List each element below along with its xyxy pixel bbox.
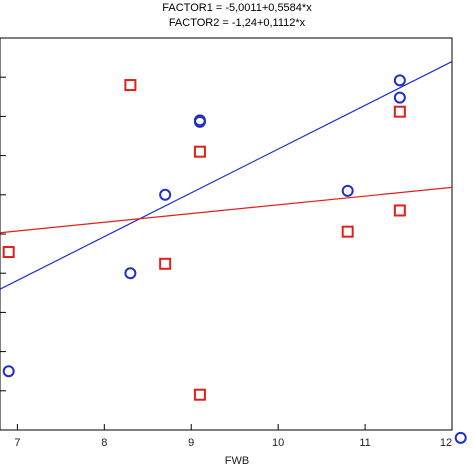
point-factor2 <box>193 388 206 401</box>
point-factor1 <box>341 184 354 197</box>
point-factor2 <box>393 204 406 217</box>
point-factor2 <box>159 257 172 270</box>
point-factor1 <box>393 91 406 104</box>
point-factor1 <box>454 431 467 444</box>
point-factor2 <box>2 246 15 259</box>
equation-factor2: FACTOR2 = -1,24+0,1112*x <box>168 17 306 29</box>
fit-line-factor2 <box>0 186 452 234</box>
fit-line-factor1 <box>0 61 452 290</box>
x-tick-label: 7 <box>14 437 20 449</box>
point-factor1 <box>393 74 406 87</box>
point-factor1 <box>2 365 15 378</box>
point-factor2 <box>393 105 406 118</box>
point-factor2 <box>341 225 354 238</box>
point-factor1 <box>159 188 172 201</box>
point-factor1 <box>124 267 137 280</box>
x-tick-label: 9 <box>188 437 194 449</box>
point-factor1 <box>193 114 206 127</box>
x-axis-label: FWB <box>224 455 250 467</box>
x-tick-label: 8 <box>101 437 107 449</box>
plot-frame <box>0 37 453 431</box>
x-tick-label: 12 <box>440 437 452 449</box>
x-tick-label: 10 <box>272 437 284 449</box>
equation-factor1: FACTOR1 = -5,0011+0,5584*x <box>162 2 312 14</box>
x-tick-label: 11 <box>359 437 370 449</box>
point-factor2 <box>193 145 206 158</box>
point-factor2 <box>124 79 137 92</box>
